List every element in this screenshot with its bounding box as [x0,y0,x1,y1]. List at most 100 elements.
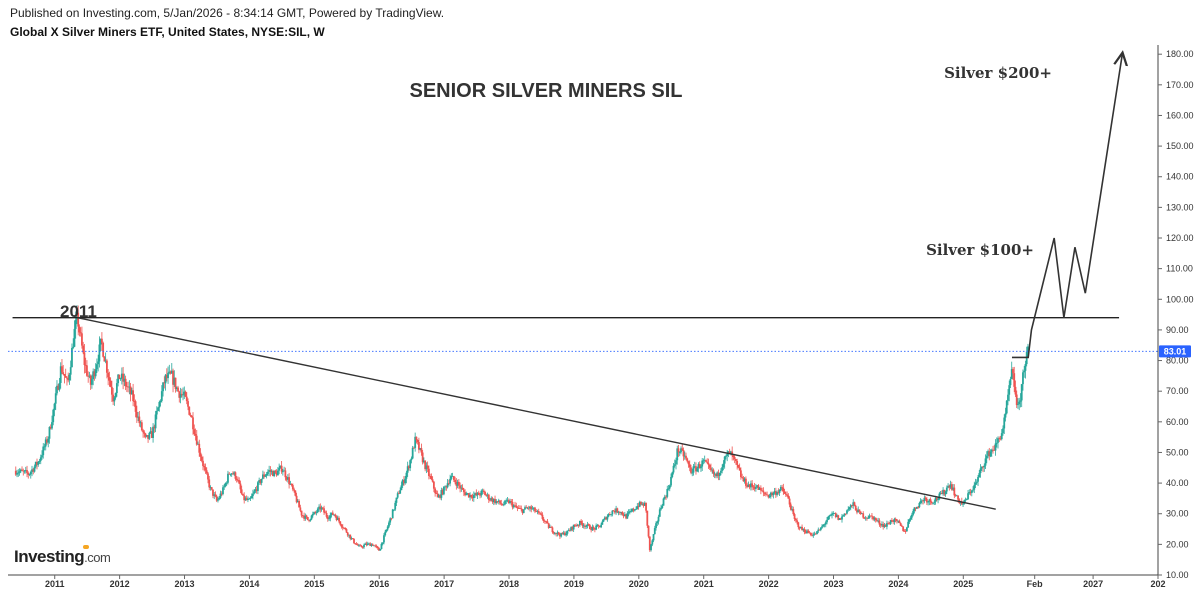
candle-body [451,476,454,477]
candle-body [743,478,746,482]
candle-body [122,373,125,382]
candle-body [995,442,998,444]
candle-body [374,545,377,547]
candle-body [912,511,915,515]
candle-body [723,456,726,464]
candle-body [89,375,92,385]
candle-body [119,378,122,380]
candle-body [938,493,941,500]
candle-body [730,451,732,454]
candle-body [863,517,866,519]
candle-body [410,458,413,461]
candle-body [153,426,156,429]
candle-body [437,495,440,498]
candle-body [828,515,831,517]
candle-body [255,489,258,491]
x-tick-label: 2024 [888,579,908,589]
candle-body [757,485,760,490]
candle-body [716,472,719,477]
candle-body [56,385,58,394]
candle-body [415,436,418,440]
candle-body [541,514,544,519]
candle-body [605,517,608,520]
candle-body [784,493,787,495]
candle-body [697,464,700,469]
candle-body [842,515,845,517]
candle-body [919,500,922,503]
candle-body [459,485,461,489]
candle-body [279,465,282,468]
candle-body [218,497,221,500]
candle-body [913,507,916,512]
candle-body [248,498,251,500]
candle-body [718,472,721,477]
candle-body [118,374,121,380]
candle-body [713,473,716,475]
candle-body [214,494,217,497]
candle-body [903,530,906,532]
candle-body [571,526,574,530]
candle-body [615,508,617,513]
candle-body [978,473,981,477]
x-tick-label: 2027 [1083,579,1103,589]
candle-body [202,460,204,466]
candle-body [848,507,851,510]
candle-body [304,515,307,519]
candle-body [964,499,967,501]
candle-body [441,490,444,495]
candle-body [977,476,979,482]
candle-body [391,509,394,519]
candle-body [979,468,982,474]
candle-body [595,525,598,530]
logo-brand: Investing [14,547,85,566]
candle-body [430,476,433,480]
candle-body [886,523,888,527]
candle-body [947,485,949,488]
candle-body [314,512,317,513]
logo-suffix: .com [84,550,111,565]
candle-body [1024,364,1027,371]
candle-body [872,516,875,520]
candle-body [18,471,21,473]
candle-body [427,468,430,476]
candle-body [22,470,25,472]
candle-body [429,475,432,477]
candle-body [929,499,932,503]
candle-body [140,422,143,431]
candle-body [565,533,568,536]
candle-body [456,481,459,486]
candle-body [200,456,203,461]
candle-body [281,471,284,473]
y-tick-label: 70.00 [1166,386,1189,396]
candle-body [758,487,761,490]
candle-body [771,492,774,496]
candle-body [338,517,340,522]
candle-body [104,360,107,362]
candle-body [207,473,209,480]
candle-body [818,529,821,531]
candle-body [365,543,368,545]
candle-body [511,501,514,508]
candle-body [440,490,443,498]
candle-body [319,506,322,510]
candle-body [939,493,942,494]
candle-body [484,491,486,496]
candle-body [173,377,176,385]
candle-body [525,507,528,509]
candle-body [588,525,591,530]
candle-body [491,498,494,503]
candle-body [867,518,870,519]
candle-body [406,466,409,473]
candle-body [687,461,690,465]
candle-body [557,532,560,535]
candle-body [954,495,957,497]
candle-body [328,518,330,520]
candle-body [502,504,505,506]
candle-body [474,493,476,496]
candle-body [72,346,75,348]
candle-body [698,464,701,469]
candle-body [355,544,358,546]
candle-body [586,524,589,526]
candle-body [1000,433,1003,440]
